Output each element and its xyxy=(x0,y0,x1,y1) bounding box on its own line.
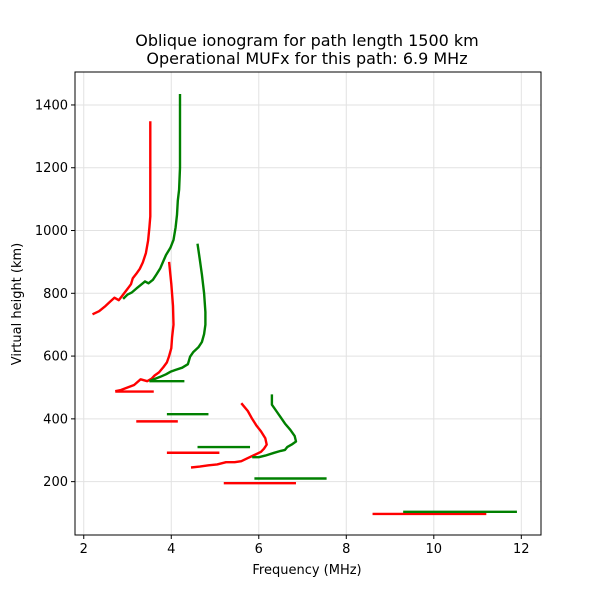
x-tick-label: 4 xyxy=(167,542,175,557)
axes: 2 4 6 8 10 12 200 400 600 800 1000 1200 1400 xyxy=(35,71,542,557)
x-tick-label: 2 xyxy=(80,542,88,557)
chart-title: Oblique ionogram for path length 1500 km xyxy=(135,31,479,50)
x-tick-label: 10 xyxy=(426,542,443,557)
y-tick-label: 1200 xyxy=(35,161,68,176)
plot-frame xyxy=(74,71,542,536)
y-axis-label: Virtual height (km) xyxy=(10,243,25,366)
x-tick-label: 6 xyxy=(255,542,263,557)
y-tick-label: 600 xyxy=(43,350,68,365)
x-tick-label: 8 xyxy=(342,542,350,557)
y-tick-label: 400 xyxy=(43,412,68,427)
plot-data xyxy=(91,94,517,516)
y-tick-label: 800 xyxy=(43,287,68,302)
trace-curve-x-mode xyxy=(122,94,182,300)
trace-curve-o-mode xyxy=(190,402,268,469)
grid-lines xyxy=(75,72,541,535)
x-axis-label: Frequency (MHz) xyxy=(252,563,361,578)
trace-curve-x-mode xyxy=(252,394,298,459)
y-tick-label: 1000 xyxy=(35,224,68,239)
trace-curve-x-mode xyxy=(148,243,207,383)
y-tick-label: 1400 xyxy=(35,98,68,113)
trace-curve-o-mode xyxy=(91,121,152,316)
y-tick-label: 200 xyxy=(43,475,68,490)
trace-curve-o-mode xyxy=(115,261,175,393)
x-tick-label: 12 xyxy=(513,542,530,557)
chart-subtitle: Operational MUFx for this path: 6.9 MHz xyxy=(146,49,467,68)
